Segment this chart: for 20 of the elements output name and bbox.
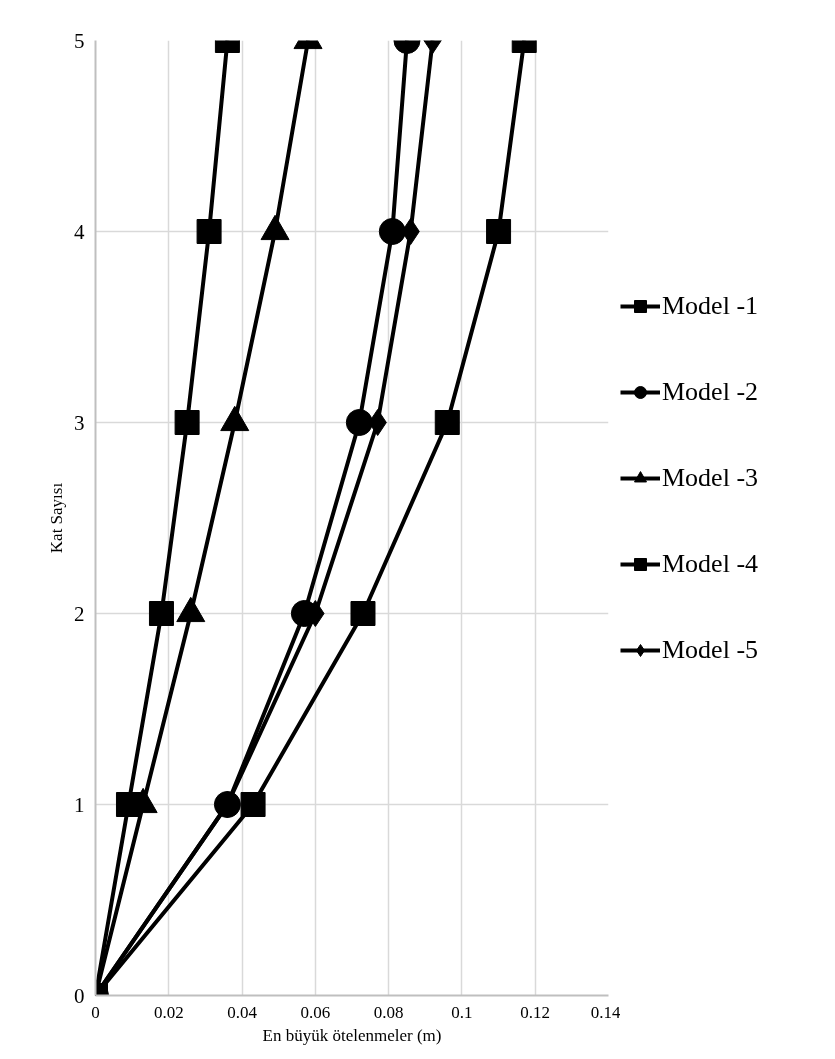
- x-tick-label: 0.04: [227, 1002, 258, 1022]
- y-tick-label: 1: [74, 792, 85, 817]
- legend-label: Model -5: [662, 635, 759, 665]
- legend-label: Model -1: [662, 291, 759, 321]
- x-tick-label: 0.14: [590, 1002, 621, 1022]
- x-tick-label: 0.1: [451, 1002, 473, 1022]
- x-tick-label: 0.12: [520, 1002, 551, 1022]
- legend-label: Model -3: [662, 463, 759, 493]
- y-axis-title: Kat Sayısı: [47, 482, 66, 554]
- y-tick-label: 2: [74, 601, 85, 626]
- y-tick-label: 3: [74, 410, 85, 435]
- y-tick-label: 4: [74, 219, 85, 244]
- legend-label: Model -4: [662, 549, 759, 579]
- x-tick-label: 0: [91, 1002, 100, 1022]
- x-tick-label: 0.02: [153, 1002, 184, 1022]
- x-tick-label: 0.06: [300, 1002, 331, 1022]
- x-axis-title: En büyük ötelenmeler (m): [262, 1025, 442, 1045]
- legend-label: Model -2: [662, 377, 759, 407]
- x-tick-label: 0.08: [373, 1002, 404, 1022]
- y-tick-label: 5: [74, 28, 85, 53]
